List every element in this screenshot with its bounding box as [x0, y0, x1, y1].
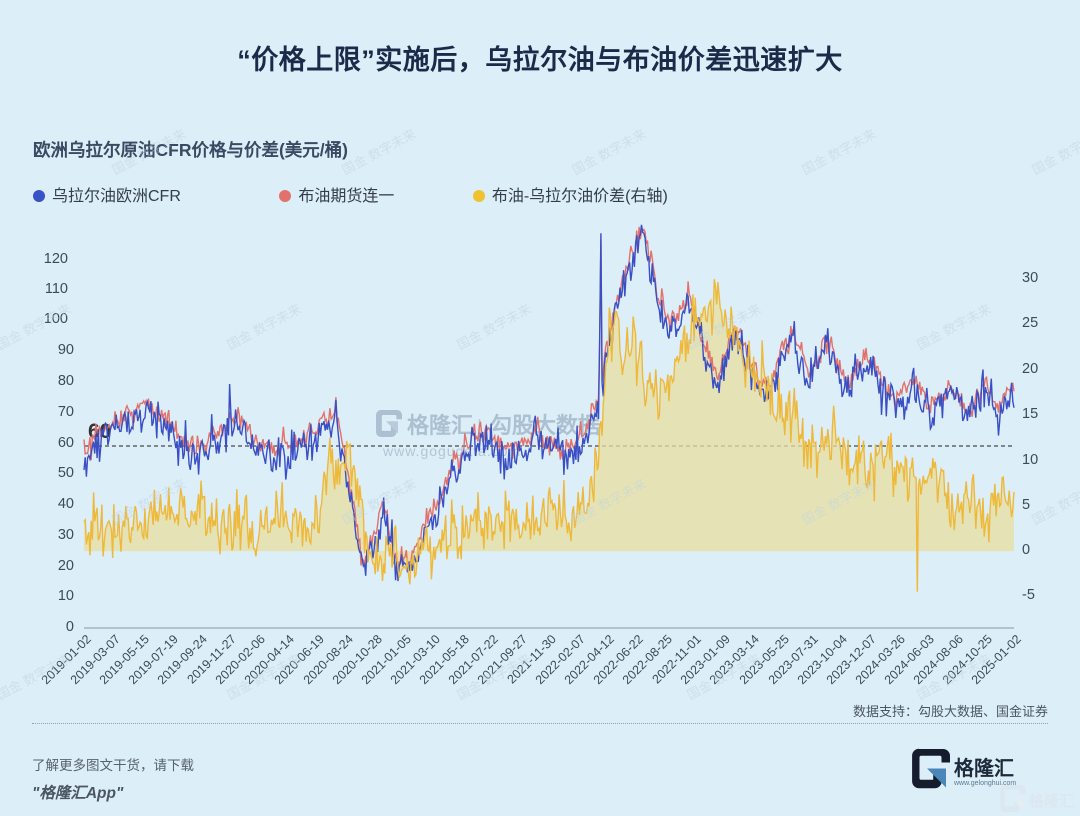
svg-text:国金 数字未来: 国金 数字未来 [684, 0, 763, 3]
svg-text:国金 数字未来: 国金 数字未来 [454, 0, 533, 3]
svg-text:国金 数字未来: 国金 数字未来 [914, 301, 993, 353]
svg-text:国金 数字未来: 国金 数字未来 [224, 301, 303, 353]
svg-text:国金 数字未来: 国金 数字未来 [0, 301, 73, 353]
svg-text:国金 数字未来: 国金 数字未来 [339, 476, 418, 528]
svg-text:国金 数字未来: 国金 数字未来 [799, 126, 878, 178]
svg-text:国金 数字未来: 国金 数字未来 [569, 476, 648, 528]
svg-text:国金 数字未来: 国金 数字未来 [684, 301, 763, 353]
svg-text:国金 数字未来: 国金 数字未来 [914, 0, 993, 3]
svg-text:国金 数字未来: 国金 数字未来 [0, 0, 73, 3]
svg-text:国金 数字未来: 国金 数字未来 [684, 651, 763, 703]
svg-text:国金 数字未来: 国金 数字未来 [224, 651, 303, 703]
svg-text:国金 数字未来: 国金 数字未来 [339, 126, 418, 178]
svg-text:国金 数字未来: 国金 数字未来 [109, 476, 188, 528]
svg-text:国金 数字未来: 国金 数字未来 [109, 126, 188, 178]
svg-text:国金 数字未来: 国金 数字未来 [569, 126, 648, 178]
svg-text:国金 数字未来: 国金 数字未来 [1029, 126, 1080, 178]
svg-text:国金 数字未来: 国金 数字未来 [454, 301, 533, 353]
svg-text:国金 数字未来: 国金 数字未来 [0, 651, 73, 703]
svg-text:国金 数字未来: 国金 数字未来 [799, 476, 878, 528]
svg-text:国金 数字未来: 国金 数字未来 [224, 0, 303, 3]
svg-text:国金 数字未来: 国金 数字未来 [454, 651, 533, 703]
svg-text:国金 数字未来: 国金 数字未来 [914, 651, 993, 703]
svg-text:国金 数字未来: 国金 数字未来 [1029, 476, 1080, 528]
